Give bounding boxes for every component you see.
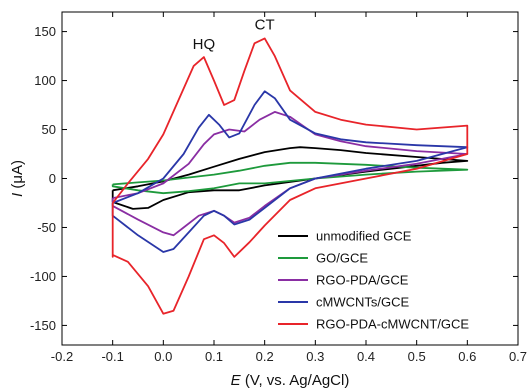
x-tick-label: 0.0 (154, 349, 172, 364)
x-tick-label: 0.5 (408, 349, 426, 364)
x-tick-label: -0.1 (101, 349, 123, 364)
series-line-3 (111, 90, 469, 253)
y-tick-label: -150 (30, 318, 56, 333)
x-tick-label: 0.7 (509, 349, 527, 364)
peak-annotations: HQ CT (193, 17, 275, 54)
y-axis-label-symbol: I (9, 193, 26, 197)
x-tick-label: 0.4 (357, 349, 375, 364)
y-tick-label: 0 (49, 171, 56, 186)
legend-label: RGO-PDA/GCE (316, 273, 409, 288)
x-tick-label: -0.2 (51, 349, 73, 364)
y-axis-label: I (μA) (9, 160, 26, 197)
plot-frame (61, 11, 519, 346)
x-tick-label: 0.2 (256, 349, 274, 364)
y-tick-label: 150 (34, 24, 56, 39)
x-axis-label-units: (V, vs. Ag/AgCl) (241, 372, 350, 389)
series-line-0 (111, 146, 469, 210)
x-axis-label: E (V, vs. Ag/AgCl) (231, 372, 350, 389)
legend-label: RGO-PDA-cMWCNT/GCE (316, 317, 469, 332)
y-tick-label: -100 (30, 269, 56, 284)
x-tick-label: 0.1 (205, 349, 223, 364)
legend-label: unmodified GCE (316, 229, 412, 244)
peak-label: CT (255, 17, 275, 34)
curves-group (111, 37, 469, 315)
x-tick-label: 0.6 (458, 349, 476, 364)
series-line-1 (111, 161, 469, 195)
series-line-4 (111, 37, 469, 315)
legend-label: cMWCNTs/GCE (316, 295, 409, 310)
y-tick-label: 50 (42, 122, 56, 137)
peak-label: HQ (193, 36, 216, 53)
x-axis-label-symbol: E (231, 372, 242, 389)
series-line-2 (111, 111, 469, 237)
axis-ticks (61, 12, 519, 345)
legend-label: GO/GCE (316, 251, 368, 266)
y-tick-label: 100 (34, 73, 56, 88)
legend: unmodified GCE GO/GCE RGO-PDA/GCE cMWCNTs/G… (278, 229, 469, 332)
axis-tick-labels: -0.2 -0.1 0.0 0.1 0.2 0.3 0.4 0.5 0.6 0.7 -150 -100… (30, 24, 527, 364)
y-axis-label-units: (μA) (9, 160, 26, 193)
y-tick-label: -50 (37, 220, 56, 235)
x-tick-label: 0.3 (306, 349, 324, 364)
